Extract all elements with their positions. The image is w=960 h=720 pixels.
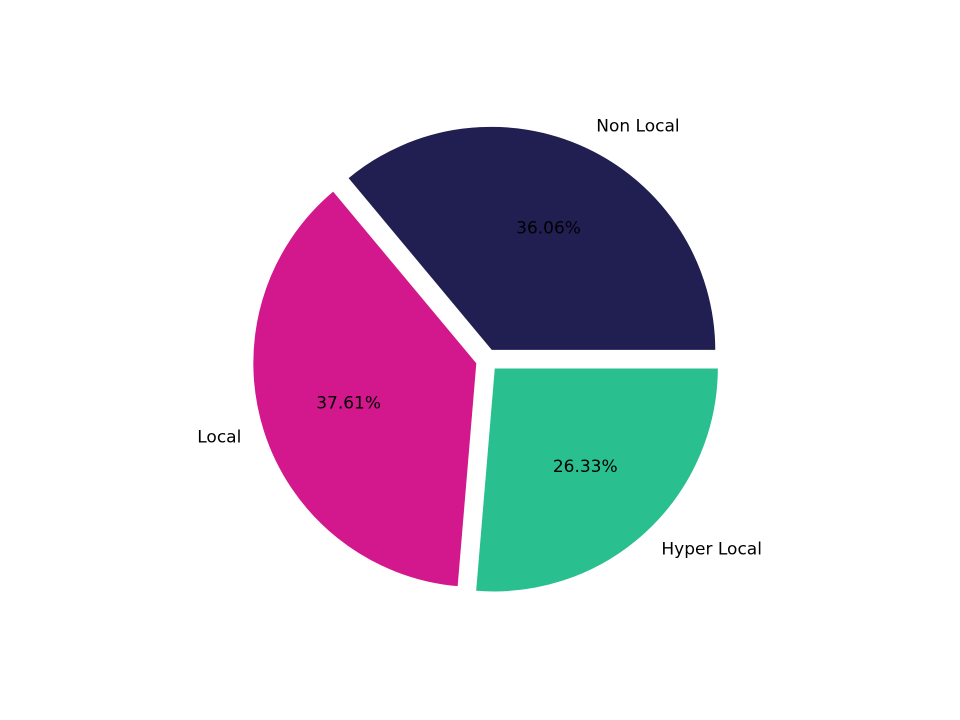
- pie-slice-label-hyper-local: Hyper Local: [661, 540, 762, 560]
- pie-slice-label-non-local: Non Local: [596, 117, 679, 137]
- pie-slice-local: [251, 189, 479, 589]
- pie-pct-label-local: 37.61%: [316, 394, 381, 414]
- pie-slice-hyper-local: [474, 366, 720, 594]
- pie-pct-label-hyper-local: 26.33%: [553, 457, 618, 477]
- pie-slice-label-local: Local: [197, 428, 241, 448]
- pie-pct-label-non-local: 36.06%: [516, 219, 581, 239]
- pie-slice-non-local: [346, 124, 718, 352]
